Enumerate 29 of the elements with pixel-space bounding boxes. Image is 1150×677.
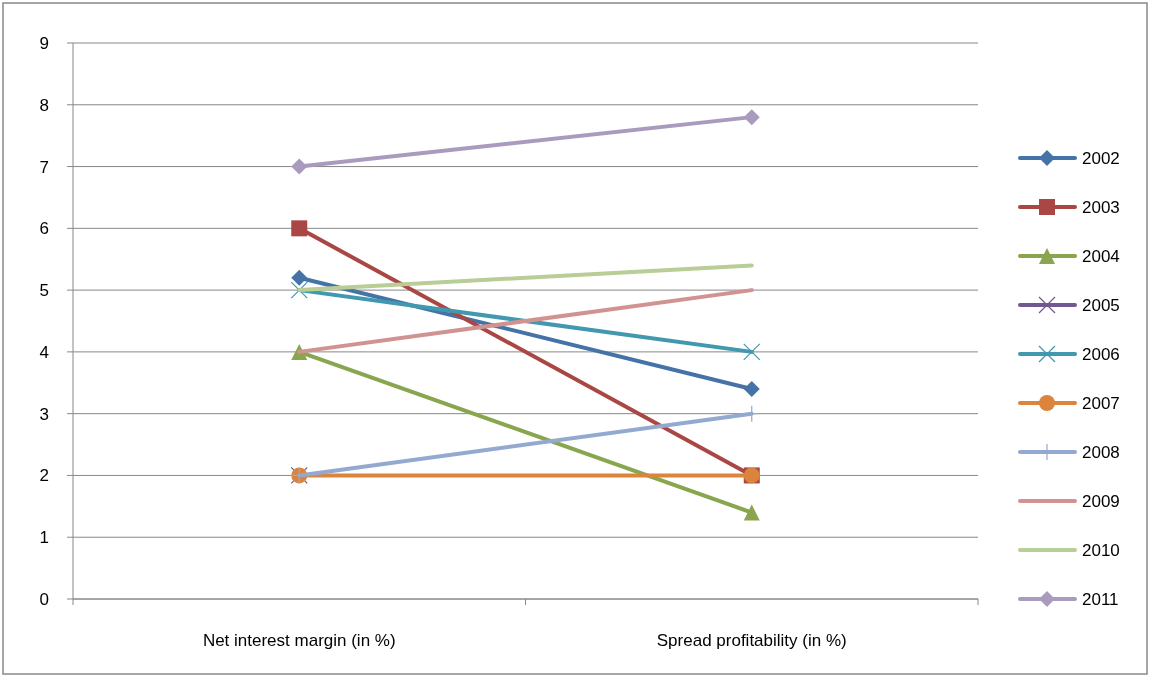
point bbox=[743, 109, 760, 126]
legend-label: 2008 bbox=[1082, 442, 1120, 462]
point bbox=[743, 343, 761, 361]
point bbox=[743, 380, 760, 397]
y-tick-label: 2 bbox=[39, 466, 49, 486]
y-tick-label: 4 bbox=[39, 342, 49, 362]
point bbox=[291, 220, 308, 237]
legend-label: 2002 bbox=[1082, 148, 1120, 168]
legend-label: 2009 bbox=[1082, 491, 1120, 511]
legend-label: 2007 bbox=[1082, 393, 1120, 413]
y-tick-label: 9 bbox=[39, 33, 49, 53]
legend-label: 2010 bbox=[1082, 540, 1120, 560]
point bbox=[291, 269, 308, 286]
y-tick-label: 7 bbox=[39, 157, 49, 177]
point bbox=[290, 281, 308, 299]
y-tick-label: 1 bbox=[39, 528, 49, 548]
y-tick-label: 6 bbox=[39, 219, 49, 239]
legend-label: 2004 bbox=[1082, 246, 1120, 266]
y-tick-label: 3 bbox=[39, 404, 49, 424]
y-tick-label: 0 bbox=[39, 589, 49, 609]
legend-label: 2006 bbox=[1082, 344, 1120, 364]
legend-label: 2011 bbox=[1082, 589, 1119, 609]
point bbox=[291, 158, 308, 175]
x-tick-label: Net interest margin (in %) bbox=[202, 631, 396, 650]
legend-label: 2003 bbox=[1082, 197, 1120, 217]
y-tick-label: 5 bbox=[39, 281, 49, 301]
legend-label: 2005 bbox=[1082, 295, 1120, 315]
y-tick-label: 8 bbox=[39, 95, 49, 115]
x-tick-label: Spread profitability (in %) bbox=[656, 631, 847, 650]
